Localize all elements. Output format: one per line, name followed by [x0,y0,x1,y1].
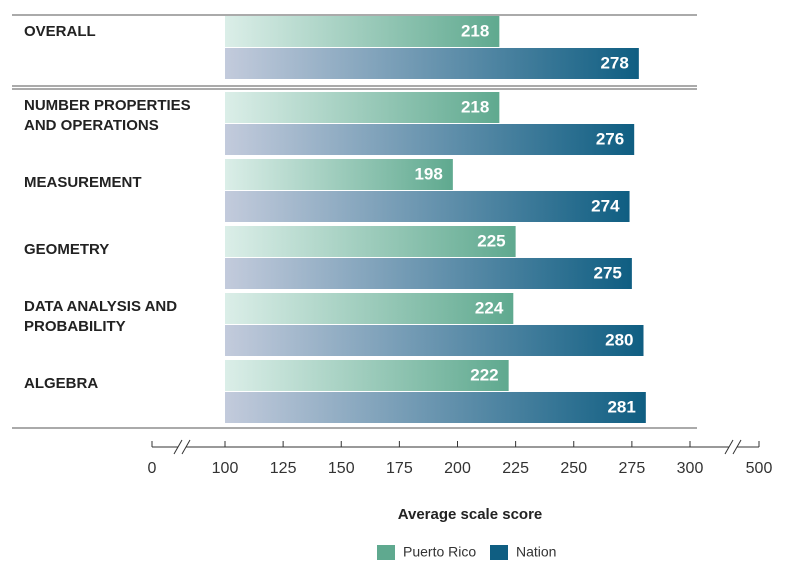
bar [225,226,516,257]
bar [225,48,639,79]
legend-label: Puerto Rico [403,544,476,560]
value-label: 276 [596,129,624,148]
bar [225,16,500,47]
value-label: 278 [600,53,628,72]
axis-break [732,439,742,455]
x-axis-title: Average scale score [398,506,543,523]
legend-label: Nation [516,544,556,560]
value-label: 218 [461,97,489,116]
legend-swatch [490,545,508,560]
bar [225,191,630,222]
bar [225,124,635,155]
value-label: 274 [591,196,620,215]
value-label: 281 [607,397,635,416]
category-label: DATA ANALYSIS AND PROBABILITY [24,298,178,335]
x-tick-label: 275 [619,460,646,477]
bar [225,360,509,391]
bar [225,159,453,190]
bar [225,325,644,356]
value-label: 225 [477,231,505,250]
value-label: 280 [605,330,633,349]
x-tick-label: 225 [502,460,529,477]
axis-break [724,439,734,455]
x-tick-label: 175 [386,460,413,477]
x-tick-label: 300 [677,460,704,477]
value-label: 198 [414,164,442,183]
category-label: ALGEBRA [24,375,99,392]
x-tick-label: 250 [560,460,587,477]
value-label: 218 [461,21,489,40]
x-tick-label: 0 [148,460,157,477]
category-label: GEOMETRY [24,241,110,258]
x-tick-label: 100 [212,460,239,477]
category-label: MEASUREMENT [24,174,142,191]
bar [225,293,514,324]
value-label: 224 [475,298,504,317]
x-tick-label: 150 [328,460,355,477]
x-tick-label: 200 [444,460,471,477]
axis-break [173,439,183,455]
bar [225,392,646,423]
legend-swatch [377,545,395,560]
axis-break [181,439,191,455]
x-tick-label: 125 [270,460,297,477]
category-label: OVERALL [24,23,96,40]
x-tick-label: 500 [746,460,773,477]
value-label: 275 [594,263,622,282]
bar [225,258,632,289]
bar [225,92,500,123]
category-label: NUMBER PROPERTIES AND OPERATIONS [24,97,191,134]
value-label: 222 [470,365,498,384]
